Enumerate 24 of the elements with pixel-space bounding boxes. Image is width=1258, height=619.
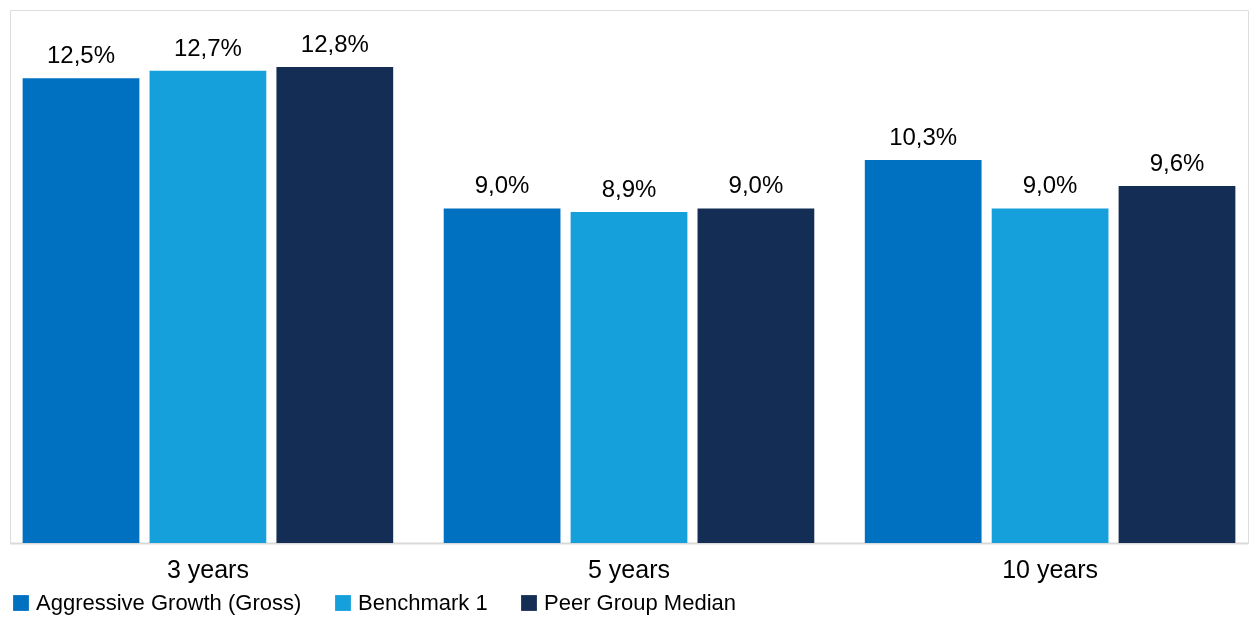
- bar: [570, 212, 688, 543]
- bar: [864, 160, 982, 543]
- data-label: 8,9%: [601, 175, 657, 203]
- bar: [991, 208, 1109, 543]
- data-label: 12,7%: [173, 33, 242, 61]
- x-tick-label: 5 years: [588, 554, 670, 583]
- data-label: 12,5%: [46, 41, 116, 69]
- bar: [22, 78, 140, 543]
- data-label: 9,6%: [1149, 149, 1205, 177]
- data-label: 9,0%: [474, 171, 530, 199]
- legend-label: Aggressive Growth (Gross): [36, 590, 302, 615]
- legend-label: Peer Group Median: [544, 590, 736, 615]
- bar: [1118, 186, 1236, 543]
- data-label: 12,8%: [300, 30, 369, 58]
- data-label: 10,3%: [889, 123, 958, 151]
- x-tick-label: 3 years: [166, 554, 249, 583]
- bar: [276, 67, 394, 543]
- bar: [443, 208, 561, 543]
- legend-label: Benchmark 1: [358, 590, 488, 615]
- x-tick-label: 10 years: [1002, 554, 1099, 583]
- data-label: 9,0%: [728, 171, 784, 199]
- bar: [149, 70, 267, 543]
- bar: [697, 208, 815, 543]
- data-label: 9,0%: [1022, 171, 1078, 199]
